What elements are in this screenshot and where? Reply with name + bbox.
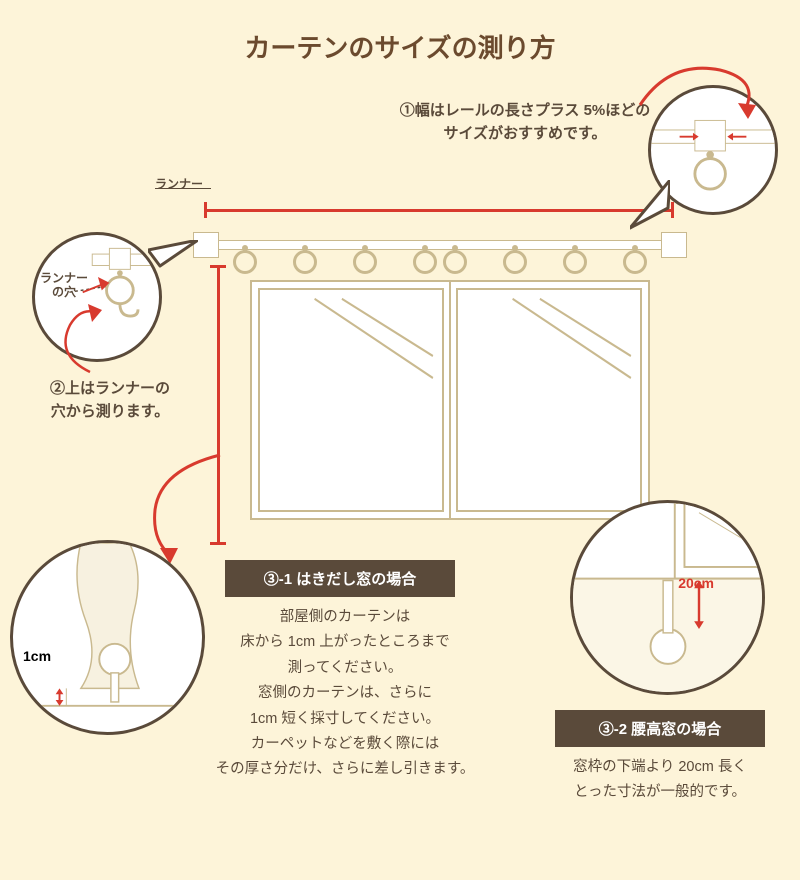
rail-ring (413, 250, 437, 274)
badge-section-3-2: ③-2 腰高窓の場合 (555, 710, 765, 747)
callout-sill-20cm: 20cm (570, 500, 765, 695)
rail-ring (503, 250, 527, 274)
rail-ring (623, 250, 647, 274)
infographic-canvas: カーテンのサイズの測り方 ①幅はレールの長さプラス 5%ほどの サイズがおすすめ… (0, 0, 800, 880)
label-20cm: 20cm (678, 575, 714, 591)
runner-pointer-line (155, 188, 211, 189)
runner-label: ランナー (155, 175, 203, 192)
height-measure-bar (210, 265, 226, 545)
rail-ring (563, 250, 587, 274)
note-top-measure: ②上はランナーの 穴から測ります。 (30, 378, 190, 423)
width-measure-bar (204, 202, 674, 218)
text-section-3-2: 窓枠の下端より 20cm 長く とった寸法が一般的です。 (545, 755, 775, 806)
bubble-tail-left (148, 240, 198, 270)
rail-ring (443, 250, 467, 274)
label-1cm: 1cm (23, 648, 51, 664)
window-diagram (250, 280, 650, 520)
curtain-rail (195, 232, 685, 262)
rail-ring (353, 250, 377, 274)
rail-ring (233, 250, 257, 274)
text-section-3-1: 部屋側のカーテンは 床から 1cm 上がったところまで 測ってください。 窓側の… (145, 605, 545, 783)
page-title: カーテンのサイズの測り方 (0, 0, 800, 65)
badge-section-3-1: ③-1 はきだし窓の場合 (225, 560, 455, 597)
note-width: ①幅はレールの長さプラス 5%ほどの サイズがおすすめです。 (350, 100, 700, 145)
rail-ring (293, 250, 317, 274)
callout-floor-1cm: 1cm (10, 540, 205, 735)
runner-hole-label: ランナー の穴 (40, 271, 88, 300)
callout-rail-closeup (648, 85, 778, 215)
